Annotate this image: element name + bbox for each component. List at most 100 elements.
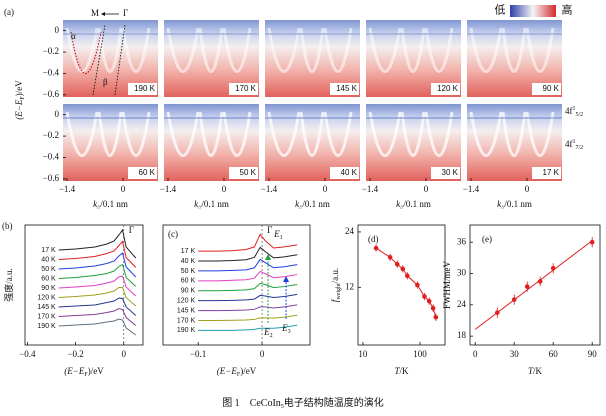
plot-frame: [162, 224, 311, 346]
y-axis-label: 强度/a.u.: [3, 268, 14, 302]
series-label: 170 K: [177, 317, 196, 324]
label-part: )/eV: [240, 366, 256, 376]
x-tick-label: 0: [323, 184, 328, 194]
x-tick-label: −0.1: [190, 349, 206, 359]
label-part: k: [93, 199, 98, 209]
x-tick-label: 0: [525, 184, 530, 194]
plot-frame: [469, 224, 601, 346]
x-axis-label: (E−EF)/eV: [64, 366, 104, 378]
band: [65, 111, 99, 157]
temperature-label: 30 K: [442, 168, 459, 177]
direction-arrowhead: [101, 12, 105, 16]
band: [222, 27, 252, 73]
point: [537, 279, 543, 284]
band: [166, 111, 200, 157]
series-label: 170 K: [37, 313, 56, 320]
series-label: 145 K: [37, 304, 56, 311]
y-tick-label: −0.4: [43, 152, 60, 162]
x-tick-label: −1.4: [261, 184, 278, 194]
temp-bg: [532, 83, 561, 95]
x-tick-label: 0: [121, 184, 126, 194]
x-axis-label: T/K: [394, 366, 409, 376]
band: [222, 111, 252, 157]
caption-part: 图 1: [222, 397, 240, 409]
energy-label: E2: [263, 327, 273, 339]
x-axis-label: k///0.1 nm: [194, 199, 229, 211]
curve: [58, 263, 137, 287]
caption-part: 5: [281, 404, 284, 410]
bands: [366, 111, 461, 157]
band: [97, 111, 123, 157]
series-label: 120 K: [177, 297, 196, 304]
x-tick-label: 0: [121, 349, 126, 359]
point: [426, 298, 432, 304]
series-label: 90 K: [41, 285, 56, 292]
point: [589, 239, 595, 245]
band: [525, 27, 555, 73]
label-part: (E−E: [64, 366, 85, 376]
point: [495, 310, 500, 315]
bands: [63, 27, 158, 73]
temperature-label: 50 K: [240, 168, 257, 177]
x-tick-label: 0: [424, 184, 429, 194]
temperature-label: 60 K: [139, 168, 156, 177]
curve: [58, 287, 137, 307]
y-tick-label: 0: [55, 109, 60, 119]
level-label: 4f15/2: [565, 106, 583, 118]
label-part: /K: [533, 366, 543, 376]
label-part: 2: [270, 333, 273, 339]
x-tick-label: −0.4: [19, 349, 36, 359]
y-tick-label: −0.2: [43, 46, 59, 56]
point: [400, 266, 406, 272]
band: [299, 111, 325, 157]
label-part: F: [20, 96, 26, 100]
x-tick-label: −1.4: [463, 184, 480, 194]
temp-bg: [532, 167, 561, 179]
x-axis-label: k///0.1 nm: [295, 199, 330, 211]
band: [368, 27, 402, 73]
direction-left: M: [91, 8, 99, 18]
label-part: T: [528, 366, 534, 376]
bands: [467, 27, 562, 73]
x-tick-label: −0.2: [67, 349, 83, 359]
curve: [58, 297, 137, 316]
label-part: /K: [400, 366, 410, 376]
band: [121, 27, 151, 73]
band: [121, 111, 151, 157]
bands: [164, 111, 259, 157]
band: [267, 111, 301, 157]
point: [415, 282, 420, 288]
band: [469, 111, 503, 157]
series-label: 50 K: [41, 266, 56, 273]
curve: [198, 304, 298, 312]
label-part: )/eV: [88, 366, 104, 376]
curve: [58, 228, 137, 259]
direction-right: Γ: [123, 8, 128, 18]
label-part: (E−E: [217, 366, 238, 376]
x-tick-label: 30: [510, 349, 520, 359]
label-part: )/eV: [14, 80, 24, 96]
curve: [198, 270, 298, 282]
caption: 图 1 CeCoIn5电子结构随温度的演化: [222, 396, 384, 410]
label-part: //: [501, 205, 505, 211]
band: [400, 111, 426, 157]
x-tick-label: 90: [588, 349, 598, 359]
energy-label: E3: [281, 323, 291, 335]
series-label: 17 K: [181, 248, 196, 255]
point: [394, 261, 400, 267]
x-tick-label: 60: [549, 349, 559, 359]
curve: [58, 318, 137, 336]
band: [525, 111, 555, 157]
temp-bg: [330, 83, 359, 95]
band: [198, 27, 224, 73]
label-part: /0.1 nm: [201, 199, 229, 209]
alpha-guide: [70, 31, 102, 74]
series-label: 40 K: [181, 258, 196, 265]
band: [424, 27, 454, 73]
marker-label: Γ: [129, 225, 134, 235]
band: [323, 27, 353, 73]
label-part: //: [198, 205, 202, 211]
band: [198, 111, 224, 157]
y-tick-label: 18: [457, 330, 467, 340]
y-axis-label: FWHM/meV: [442, 261, 452, 309]
